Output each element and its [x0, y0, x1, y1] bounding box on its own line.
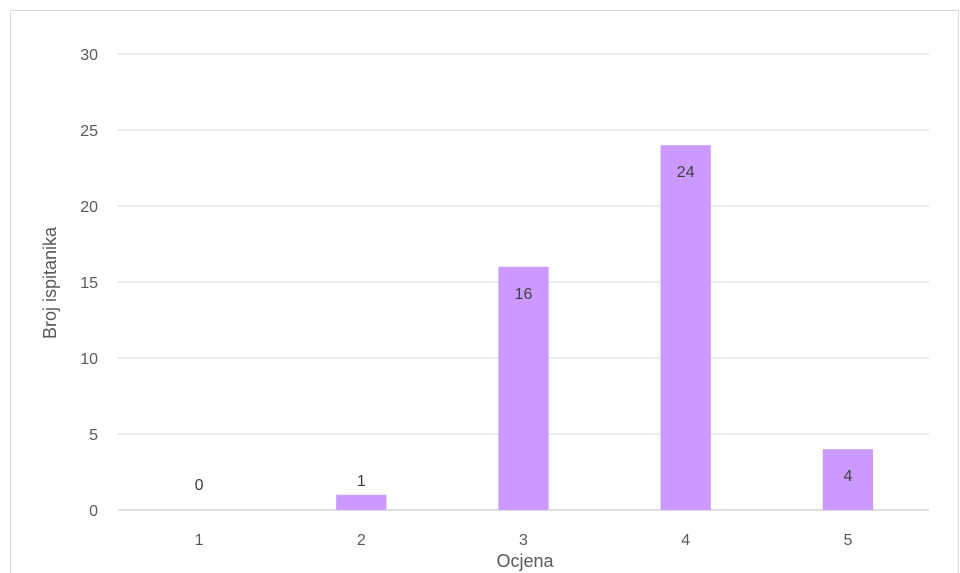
- y-tick-label: 25: [80, 123, 98, 140]
- x-tick-label: 1: [195, 532, 204, 549]
- bar-3: [498, 266, 549, 510]
- bar-2: [336, 494, 387, 510]
- y-axis-title: Broj ispitanika: [40, 226, 60, 339]
- x-tick-labels: 1 2 3 4 5: [195, 532, 853, 549]
- chart-frame: [10, 10, 959, 573]
- y-tick-label: 15: [80, 275, 98, 292]
- data-label: 24: [677, 164, 695, 181]
- x-tick-label: 5: [843, 532, 852, 549]
- x-tick-label: 2: [357, 532, 366, 549]
- x-axis-title: Ocjena: [496, 551, 554, 571]
- data-label: 4: [843, 468, 852, 485]
- data-label: 1: [357, 473, 366, 490]
- y-tick-label: 20: [80, 199, 98, 216]
- y-tick-label: 30: [80, 47, 98, 64]
- y-tick-labels: 0 5 10 15 20 25 30: [80, 47, 98, 520]
- data-label: 16: [515, 286, 533, 303]
- x-tick-label: 4: [681, 532, 690, 549]
- y-tick-label: 10: [80, 351, 98, 368]
- bar-4: [660, 145, 711, 510]
- bars: [336, 145, 874, 510]
- x-tick-label: 3: [519, 532, 528, 549]
- y-tick-label: 5: [89, 427, 98, 444]
- y-tick-label: 0: [89, 503, 98, 520]
- data-labels: 0 1 16 24 4: [195, 164, 853, 494]
- bar-5: [822, 449, 874, 510]
- data-label: 0: [195, 477, 204, 494]
